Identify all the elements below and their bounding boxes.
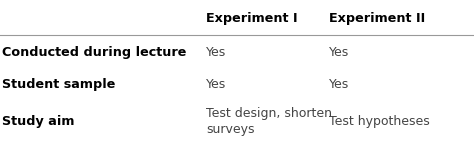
Text: Yes: Yes [329, 46, 350, 59]
Text: Conducted during lecture: Conducted during lecture [2, 46, 187, 59]
Text: Study aim: Study aim [2, 115, 75, 128]
Text: Test design, shorten
surveys: Test design, shorten surveys [206, 106, 332, 136]
Text: Test hypotheses: Test hypotheses [329, 115, 430, 128]
Text: Student sample: Student sample [2, 78, 116, 91]
Text: Yes: Yes [206, 46, 227, 59]
Text: Yes: Yes [329, 78, 350, 91]
Text: Experiment I: Experiment I [206, 12, 298, 25]
Text: Experiment II: Experiment II [329, 12, 426, 25]
Text: Yes: Yes [206, 78, 227, 91]
